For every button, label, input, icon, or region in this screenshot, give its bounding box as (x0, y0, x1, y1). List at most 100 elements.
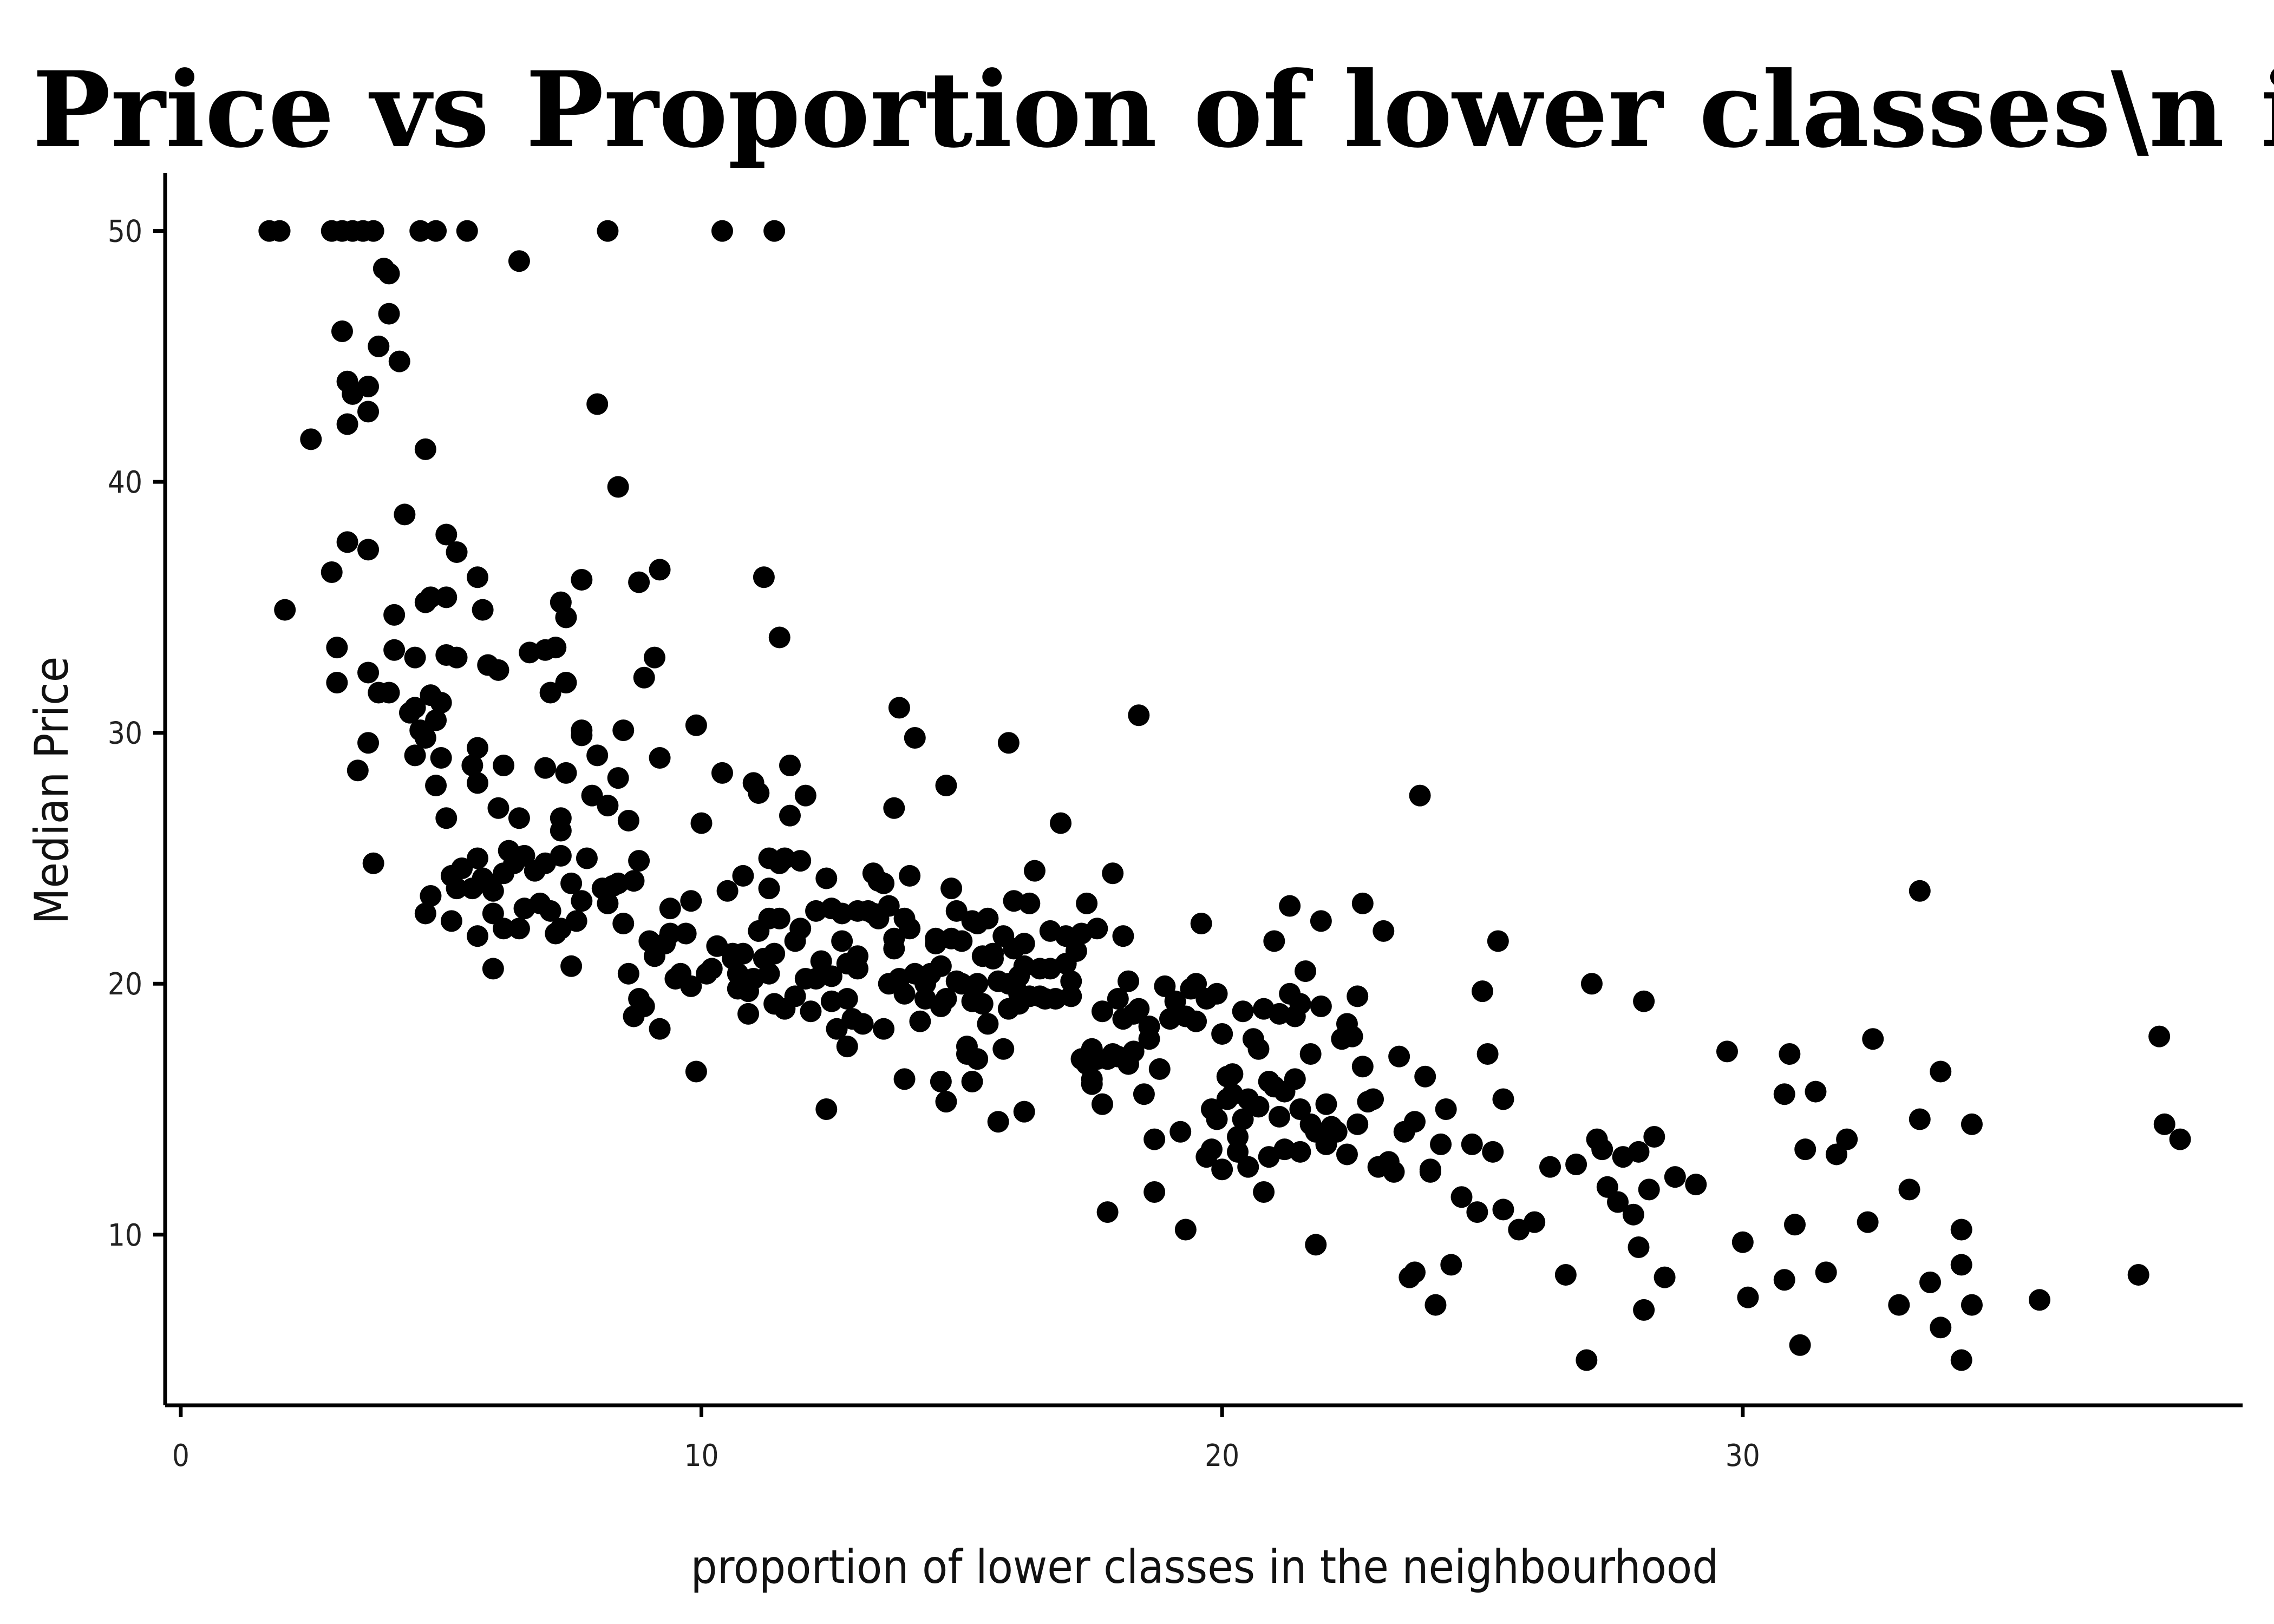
data-point (810, 950, 832, 972)
data-point (1232, 1000, 1254, 1023)
data-points (258, 220, 2191, 1371)
data-point (1950, 1254, 1972, 1276)
data-point (269, 220, 291, 242)
data-point (326, 671, 348, 693)
data-point (1221, 1063, 1244, 1085)
data-point (1950, 1219, 1972, 1241)
data-point (680, 975, 702, 997)
data-point (300, 428, 322, 450)
data-point (1174, 1219, 1197, 1241)
y-tick-label: 30 (108, 716, 142, 751)
data-point (404, 697, 426, 719)
data-point (571, 890, 593, 912)
data-point (1190, 912, 1212, 934)
data-point (1295, 960, 1317, 983)
data-point (1284, 1068, 1306, 1090)
data-point (357, 539, 380, 561)
data-point (586, 393, 609, 415)
data-point (1554, 1263, 1577, 1286)
data-point (732, 942, 754, 965)
data-point (1461, 1133, 1483, 1155)
data-point (1211, 1023, 1233, 1045)
y-axis-label: Median Price (25, 657, 79, 925)
data-point (1471, 980, 1493, 1003)
data-point (1628, 1141, 1650, 1163)
data-point (977, 1013, 999, 1035)
data-point (508, 250, 530, 272)
data-point (649, 747, 671, 769)
data-point (628, 850, 650, 872)
data-point (388, 350, 410, 372)
x-axis-ticks: 0 10 20 30 (172, 1405, 1760, 1474)
data-point (576, 847, 598, 869)
data-point (508, 918, 530, 940)
data-point (2127, 1263, 2149, 1286)
data-point (1737, 1286, 1759, 1308)
data-point (1825, 1143, 1847, 1165)
data-point (873, 872, 895, 894)
data-point (1685, 1174, 1707, 1196)
data-point (1169, 1121, 1192, 1143)
data-point (701, 958, 723, 980)
data-point (2169, 1128, 2191, 1150)
data-point (1435, 1098, 1457, 1121)
data-point (899, 865, 921, 887)
data-point (1185, 1010, 1207, 1032)
data-point (768, 907, 790, 929)
data-point (555, 762, 577, 784)
data-point (1731, 1231, 1754, 1253)
data-point (987, 1111, 1009, 1133)
data-point (466, 925, 488, 947)
data-point (992, 1038, 1015, 1060)
data-point (628, 571, 650, 593)
data-point (1232, 1108, 1254, 1130)
data-point (893, 1068, 916, 1090)
chart-title: Price vs Proportion of lower classes\n i… (32, 49, 2274, 171)
data-point (1299, 1043, 1322, 1065)
data-point (779, 804, 801, 827)
data-point (1898, 1178, 1920, 1201)
data-point (1310, 910, 1332, 932)
data-point (716, 880, 739, 902)
data-point (612, 912, 635, 934)
data-point (347, 759, 369, 782)
data-point (789, 918, 812, 940)
data-point (440, 910, 462, 932)
data-point (1633, 990, 1655, 1012)
data-point (758, 962, 780, 985)
data-point (711, 762, 733, 784)
data-point (836, 1036, 858, 1058)
data-point (1591, 1138, 1613, 1161)
data-point (966, 973, 989, 995)
data-point (1013, 1101, 1035, 1123)
data-point (1466, 1201, 1488, 1223)
data-point (362, 220, 384, 242)
data-point (1341, 1025, 1363, 1047)
data-point (1268, 1105, 1290, 1128)
data-point (430, 747, 452, 769)
data-point (1862, 1028, 1884, 1050)
data-point (404, 646, 426, 669)
data-point (1909, 880, 1931, 902)
data-point (847, 958, 868, 980)
x-axis-label: proportion of lower classes in the neigh… (691, 1540, 1719, 1594)
data-point (794, 784, 816, 807)
data-point (1227, 1126, 1249, 1148)
data-point (982, 947, 1004, 970)
data-point (1919, 1271, 1942, 1293)
data-point (878, 895, 900, 917)
data-point (779, 754, 801, 776)
data-point (539, 682, 561, 704)
data-point (539, 900, 561, 922)
data-point (1206, 983, 1228, 1005)
data-point (675, 922, 697, 945)
data-point (633, 995, 655, 1017)
data-point (690, 812, 713, 834)
data-point (1086, 918, 1108, 940)
data-point (680, 890, 702, 912)
data-point (1430, 1133, 1452, 1155)
data-point (1596, 1176, 1618, 1198)
data-point (336, 531, 358, 553)
data-point (2148, 1025, 2171, 1047)
data-point (420, 586, 442, 608)
